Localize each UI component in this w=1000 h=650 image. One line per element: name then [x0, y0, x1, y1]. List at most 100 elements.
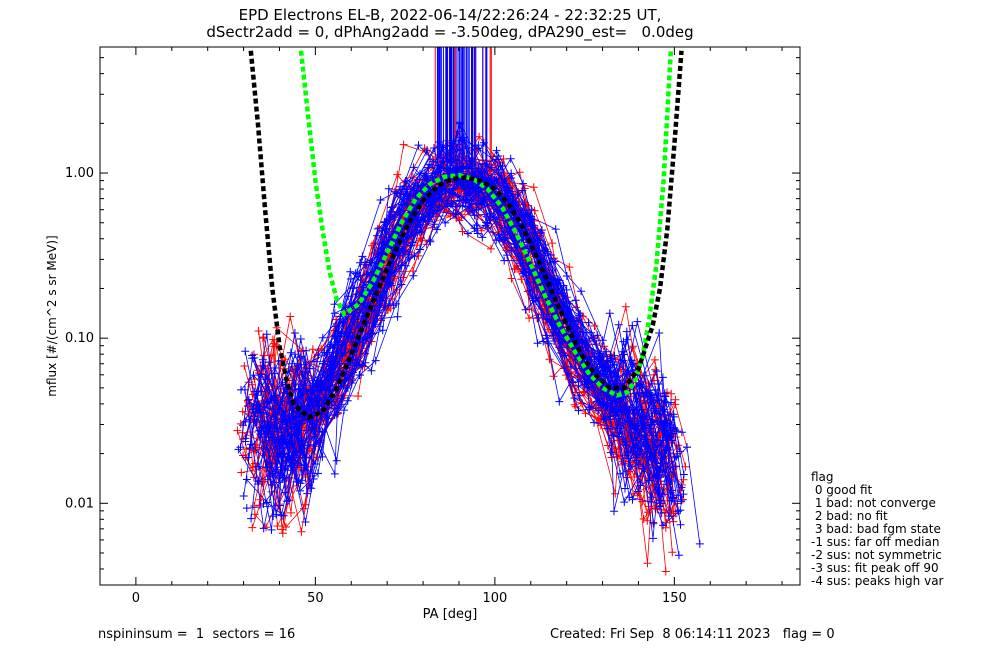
data-point — [464, 229, 472, 238]
data-point — [651, 385, 660, 394]
data-point — [569, 378, 578, 387]
data-point — [385, 279, 394, 288]
data-point — [395, 206, 404, 215]
data-point — [641, 435, 650, 444]
data-point — [425, 236, 434, 245]
data-point — [490, 175, 499, 184]
data-point — [291, 429, 300, 438]
data-point — [399, 140, 408, 149]
data-point — [659, 521, 667, 530]
data-point — [575, 391, 584, 400]
data-point — [521, 211, 530, 220]
data-point — [654, 489, 663, 498]
data-point — [559, 281, 568, 290]
data-point — [401, 261, 410, 270]
data-point — [302, 389, 311, 398]
chart-title-line2: dSectr2add = 0, dPhAng2add = -3.50deg, d… — [206, 23, 694, 41]
data-point — [322, 350, 331, 359]
data-point — [594, 406, 603, 415]
data-point — [330, 300, 339, 309]
data-point — [319, 359, 328, 368]
data-point — [310, 423, 319, 432]
footer-nspin-info: nspininsum = 1 sectors = 16 — [98, 627, 296, 642]
data-point — [279, 437, 288, 446]
data-point — [343, 384, 352, 392]
data-point — [331, 322, 340, 331]
data-point — [647, 379, 656, 388]
data-point — [400, 194, 409, 203]
data-point — [433, 225, 441, 234]
y-tick-label: 1.00 — [65, 166, 94, 181]
data-point — [279, 511, 288, 520]
data-point — [387, 207, 395, 216]
chart-title-line1: EPD Electrons EL-B, 2022-06-14/22:26:24 … — [238, 6, 662, 24]
data-point — [330, 309, 339, 318]
data-point — [634, 460, 643, 469]
data-point — [299, 504, 308, 513]
data-point — [632, 394, 641, 403]
data-point — [534, 313, 543, 322]
data-point — [664, 512, 673, 521]
flag-legend-item: 1 bad: not converge — [811, 496, 936, 510]
data-point — [373, 231, 381, 240]
data-point — [354, 392, 362, 401]
data-point — [395, 251, 404, 260]
data-point — [378, 326, 387, 335]
data-point — [606, 363, 615, 372]
data-point — [318, 333, 327, 342]
data-point — [537, 229, 545, 237]
data-point — [249, 371, 258, 380]
data-point — [676, 520, 685, 529]
data-point — [446, 184, 455, 193]
data-point — [669, 410, 678, 419]
data-point — [334, 327, 343, 336]
data-point — [499, 230, 508, 239]
data-point — [622, 327, 631, 336]
data-point — [300, 360, 309, 369]
data-point — [619, 405, 628, 414]
x-tick-label: 100 — [482, 591, 507, 606]
data-point — [649, 518, 658, 527]
data-point — [650, 355, 659, 364]
data-point — [296, 335, 305, 343]
y-tick-label: 0.01 — [65, 496, 94, 511]
data-point — [530, 206, 539, 215]
green-fit-curve — [298, 50, 674, 398]
data-point — [363, 334, 372, 342]
data-point — [315, 438, 324, 447]
data-point — [529, 278, 538, 287]
data-point — [287, 508, 295, 517]
data-point — [384, 184, 393, 193]
data-point — [314, 469, 322, 478]
data-point — [393, 189, 401, 198]
data-point — [376, 196, 385, 204]
data-point — [377, 311, 386, 320]
fit-curves — [248, 50, 684, 421]
data-point — [623, 335, 631, 344]
data-point — [404, 194, 413, 203]
data-point — [599, 351, 608, 360]
data-point — [258, 334, 267, 343]
data-point — [237, 468, 246, 477]
data-point — [655, 329, 664, 337]
data-point — [254, 405, 263, 414]
data-point — [250, 510, 259, 519]
data-point — [247, 514, 256, 523]
data-point — [639, 413, 647, 422]
data-point — [651, 404, 660, 413]
data-point — [322, 410, 331, 419]
x-tick-label: 0 — [132, 591, 140, 606]
footer-created-info: Created: Fri Sep 8 06:14:11 2023 flag = … — [550, 627, 835, 642]
data-point — [540, 251, 548, 260]
data-point — [590, 322, 599, 330]
data-point — [636, 481, 645, 490]
data-point — [297, 353, 305, 362]
data-point — [421, 169, 429, 177]
data-point — [332, 456, 341, 465]
data-point — [654, 392, 663, 400]
data-point — [474, 205, 483, 214]
data-point — [596, 421, 605, 430]
data-point — [447, 197, 456, 206]
data-point — [603, 356, 611, 365]
